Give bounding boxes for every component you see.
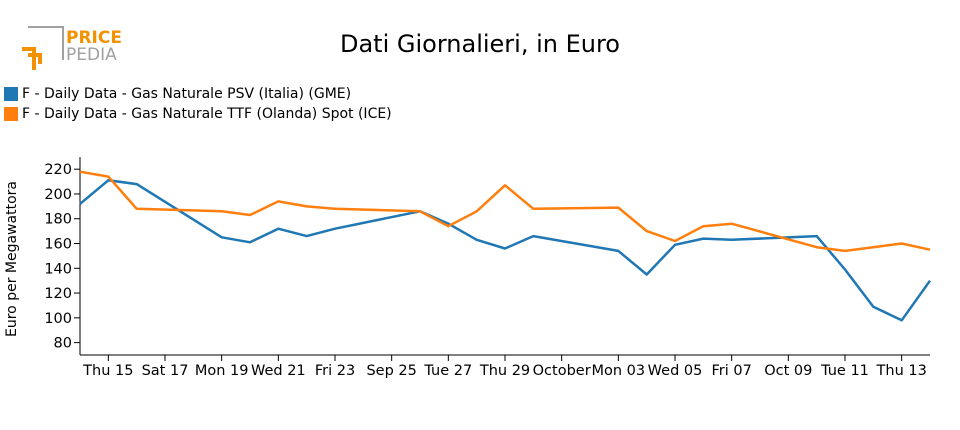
y-tick-label: 140: [44, 261, 72, 277]
y-tick-label: 80: [54, 336, 72, 352]
y-tick-label: 100: [44, 311, 72, 327]
x-tick-label: October: [533, 363, 591, 379]
legend: F - Daily Data - Gas Naturale PSV (Itali…: [4, 84, 392, 124]
legend-swatch-psv: [4, 87, 18, 101]
x-tick-label: Mon 03: [592, 363, 646, 379]
x-tick-label: Wed 21: [251, 363, 306, 379]
y-axis-label: Euro per Megawattora: [4, 181, 20, 337]
x-tick-label: Thu 15: [82, 363, 133, 379]
chart-title: Dati Giornalieri, in Euro: [339, 30, 620, 58]
series-line-psv[interactable]: [79, 179, 932, 322]
x-tick-label: Fri 07: [711, 363, 751, 379]
x-tick-label: Tue 27: [423, 363, 472, 379]
y-tick-label: 160: [44, 237, 72, 253]
x-tick-label: Sat 17: [142, 363, 189, 379]
legend-label-ttf: F - Daily Data - Gas Naturale TTF (Oland…: [22, 106, 392, 122]
x-tick-label: Fri 23: [315, 363, 355, 379]
logo-word-pedia: PEDIA: [66, 45, 117, 65]
chart-axes: 80 100 120 140 160 180 200 220 Thu 15 Sat 17 Mon 1…: [44, 157, 930, 379]
y-tick-label: 220: [44, 162, 72, 178]
legend-item-ttf[interactable]: F - Daily Data - Gas Naturale TTF (Oland…: [4, 104, 392, 124]
series-line-ttf[interactable]: [79, 170, 931, 253]
x-tick-label: Thu 29: [479, 363, 530, 379]
y-tick-label: 180: [44, 212, 72, 228]
pricepedia-logo: PRICE PEDIA: [18, 24, 128, 74]
chart-series: [79, 170, 932, 322]
pricepedia-logo-mark: PRICE PEDIA: [22, 26, 122, 70]
x-tick-label: Tue 11: [820, 363, 869, 379]
legend-label-psv: F - Daily Data - Gas Naturale PSV (Itali…: [22, 86, 352, 102]
logo-word-price: PRICE: [66, 28, 122, 48]
legend-item-psv[interactable]: F - Daily Data - Gas Naturale PSV (Itali…: [4, 84, 392, 104]
y-tick-label: 200: [44, 187, 72, 203]
x-tick-label: Oct 09: [764, 363, 812, 379]
x-tick-label: Sep 25: [366, 363, 416, 379]
x-tick-label: Mon 19: [195, 363, 249, 379]
x-tick-label: Wed 05: [648, 363, 703, 379]
x-tick-label: Thu 13: [876, 363, 927, 379]
y-tick-label: 120: [44, 286, 72, 302]
legend-swatch-ttf: [4, 107, 18, 121]
